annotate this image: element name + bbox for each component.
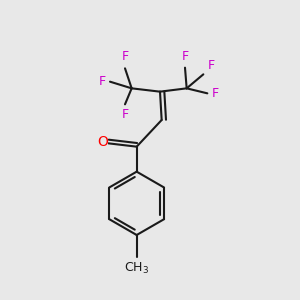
- Text: F: F: [122, 108, 129, 121]
- Text: F: F: [122, 50, 129, 63]
- Text: F: F: [98, 75, 106, 88]
- Text: O: O: [97, 135, 108, 149]
- Text: F: F: [207, 59, 214, 72]
- Text: F: F: [212, 87, 219, 100]
- Text: F: F: [182, 50, 189, 63]
- Text: CH$_3$: CH$_3$: [124, 261, 149, 276]
